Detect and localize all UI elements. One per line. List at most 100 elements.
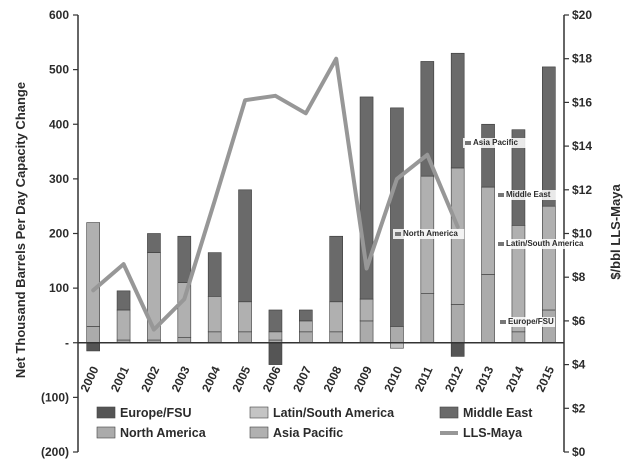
bar-middle-east-2012 bbox=[450, 52, 465, 169]
x-tick-label: 2014 bbox=[503, 364, 527, 394]
bar-asia-pacific-2013 bbox=[481, 186, 495, 275]
y2-tick-label: $14 bbox=[572, 139, 592, 153]
bar-latin-south-america-2010 bbox=[390, 342, 404, 349]
y2-tick-label: $2 bbox=[572, 401, 586, 415]
x-tick-label: 2006 bbox=[260, 364, 284, 394]
y-tick-label: 100 bbox=[49, 281, 69, 295]
bar-north-america-2010 bbox=[390, 326, 404, 344]
bar-middle-east-2008 bbox=[329, 235, 343, 303]
x-tick-label: 2008 bbox=[321, 364, 345, 394]
bar-middle-east-2005 bbox=[238, 189, 252, 303]
bar-middle-east-2013 bbox=[481, 123, 495, 188]
x-tick-label: 2000 bbox=[78, 364, 102, 394]
bar-europe-fsu-2012 bbox=[450, 342, 465, 357]
y2-tick-label: $4 bbox=[572, 358, 586, 372]
x-tick-label: 2003 bbox=[169, 364, 193, 394]
y-tick-label: 400 bbox=[49, 117, 69, 131]
annotation-bg bbox=[496, 190, 558, 200]
x-tick-label: 2002 bbox=[138, 364, 162, 394]
y2-tick-label: $6 bbox=[572, 314, 586, 328]
bar-europe-fsu-2006 bbox=[268, 342, 283, 365]
bar-north-america-2003 bbox=[177, 336, 192, 344]
legend-label-lls-maya: LLS-Maya bbox=[463, 426, 523, 440]
x-tick-label: 2015 bbox=[533, 364, 557, 394]
bar-asia-pacific-2001 bbox=[116, 309, 131, 341]
y2-axis-title: $/bbl LLS-Maya bbox=[608, 184, 623, 280]
y2-tick-label: $12 bbox=[572, 183, 592, 197]
legend-label-asia-pacific: Asia Pacific bbox=[273, 426, 343, 440]
y-tick-label: (100) bbox=[41, 390, 69, 404]
y2-tick-label: $10 bbox=[572, 227, 592, 241]
line-layer bbox=[91, 56, 460, 332]
bar-middle-east-2002 bbox=[147, 233, 161, 253]
bar-asia-pacific-2009 bbox=[359, 298, 374, 322]
annotation-label: Europe/FSU bbox=[508, 317, 554, 326]
x-tick-label: 2005 bbox=[229, 364, 253, 394]
bar-layer bbox=[86, 52, 556, 365]
bar-middle-east-2011 bbox=[420, 61, 435, 177]
bar-asia-pacific-2004 bbox=[207, 296, 222, 333]
legend-swatch-europe-fsu bbox=[96, 406, 116, 419]
bar-middle-east-2007 bbox=[299, 309, 313, 322]
annotation-label: North America bbox=[403, 229, 458, 238]
legend-label-north-america: North America bbox=[120, 426, 207, 440]
bar-north-america-2009 bbox=[359, 320, 374, 344]
bar-north-america-2005 bbox=[238, 331, 252, 344]
legend-swatch-latin-south-america bbox=[249, 406, 269, 419]
bar-middle-east-2010 bbox=[390, 107, 404, 327]
bar-north-america-2012 bbox=[450, 304, 465, 344]
y-axis-title: Net Thousand Barrels Per Day Capacity Ch… bbox=[13, 82, 28, 378]
legend-label-middle-east: Middle East bbox=[463, 406, 533, 420]
bar-middle-east-2015 bbox=[542, 66, 556, 207]
x-tick-label: 2011 bbox=[412, 364, 436, 394]
annotation-bg bbox=[496, 239, 596, 249]
bar-middle-east-2014 bbox=[511, 129, 526, 226]
bar-asia-pacific-2015 bbox=[542, 205, 556, 311]
y2-tick-label: $0 bbox=[572, 445, 586, 459]
annotation-label: Asia Pacific bbox=[473, 138, 518, 147]
bar-north-america-2004 bbox=[207, 331, 222, 344]
bar-north-america-2013 bbox=[481, 274, 495, 344]
y-tick-label: (200) bbox=[41, 445, 69, 459]
annotation-bg bbox=[498, 317, 555, 327]
annotation-swatch bbox=[465, 141, 471, 145]
axes-layer: (200) (100) - 100 200 300 400 500 600 $0 $2 $4 $6 $8 $… bbox=[41, 8, 592, 459]
annotation-swatch bbox=[498, 242, 504, 246]
annotation-swatch bbox=[498, 193, 504, 197]
y2-tick-label: $20 bbox=[572, 8, 592, 22]
y2-tick-label: $8 bbox=[572, 270, 586, 284]
x-tick-label: 2009 bbox=[351, 364, 375, 394]
bar-middle-east-2004 bbox=[207, 252, 222, 297]
y2-tick-label: $18 bbox=[572, 52, 592, 66]
annotation-layer: Asia Pacific Middle East North America Lati… bbox=[393, 138, 596, 327]
x-tick-label: 2012 bbox=[442, 364, 466, 394]
bar-north-america-2007 bbox=[299, 331, 313, 344]
bar-north-america-2000 bbox=[86, 326, 100, 344]
bar-north-america-2014 bbox=[511, 331, 526, 344]
annotation-bg bbox=[463, 138, 530, 148]
y-tick-label: 300 bbox=[49, 172, 69, 186]
x-tick-label: 2013 bbox=[472, 364, 496, 394]
bar-middle-east-2006 bbox=[268, 309, 283, 333]
bar-middle-east-2001 bbox=[116, 290, 131, 311]
y-tick-label: 200 bbox=[49, 227, 69, 241]
bar-asia-pacific-2007 bbox=[299, 320, 313, 333]
bar-europe-fsu-2000 bbox=[86, 342, 100, 352]
y-tick-label: 500 bbox=[49, 63, 69, 77]
legend: Europe/FSU Latin/South America Middle East… bbox=[96, 406, 533, 440]
x-tick-label: 2007 bbox=[290, 364, 314, 394]
x-tick-label: 2001 bbox=[108, 364, 132, 394]
legend-label-europe-fsu: Europe/FSU bbox=[120, 406, 192, 420]
y-tick-label: - bbox=[65, 336, 69, 350]
bar-middle-east-2003 bbox=[177, 235, 192, 283]
annotation-swatch bbox=[500, 320, 506, 324]
x-tick-label: 2010 bbox=[381, 364, 405, 394]
legend-label-latin-south-america: Latin/South America bbox=[273, 406, 395, 420]
bar-asia-pacific-2008 bbox=[329, 301, 343, 333]
annotation-label: Latin/South America bbox=[506, 239, 584, 248]
legend-swatch-middle-east bbox=[439, 406, 459, 419]
x-tick-label: 2004 bbox=[199, 364, 223, 394]
y2-tick-label: $16 bbox=[572, 95, 592, 109]
